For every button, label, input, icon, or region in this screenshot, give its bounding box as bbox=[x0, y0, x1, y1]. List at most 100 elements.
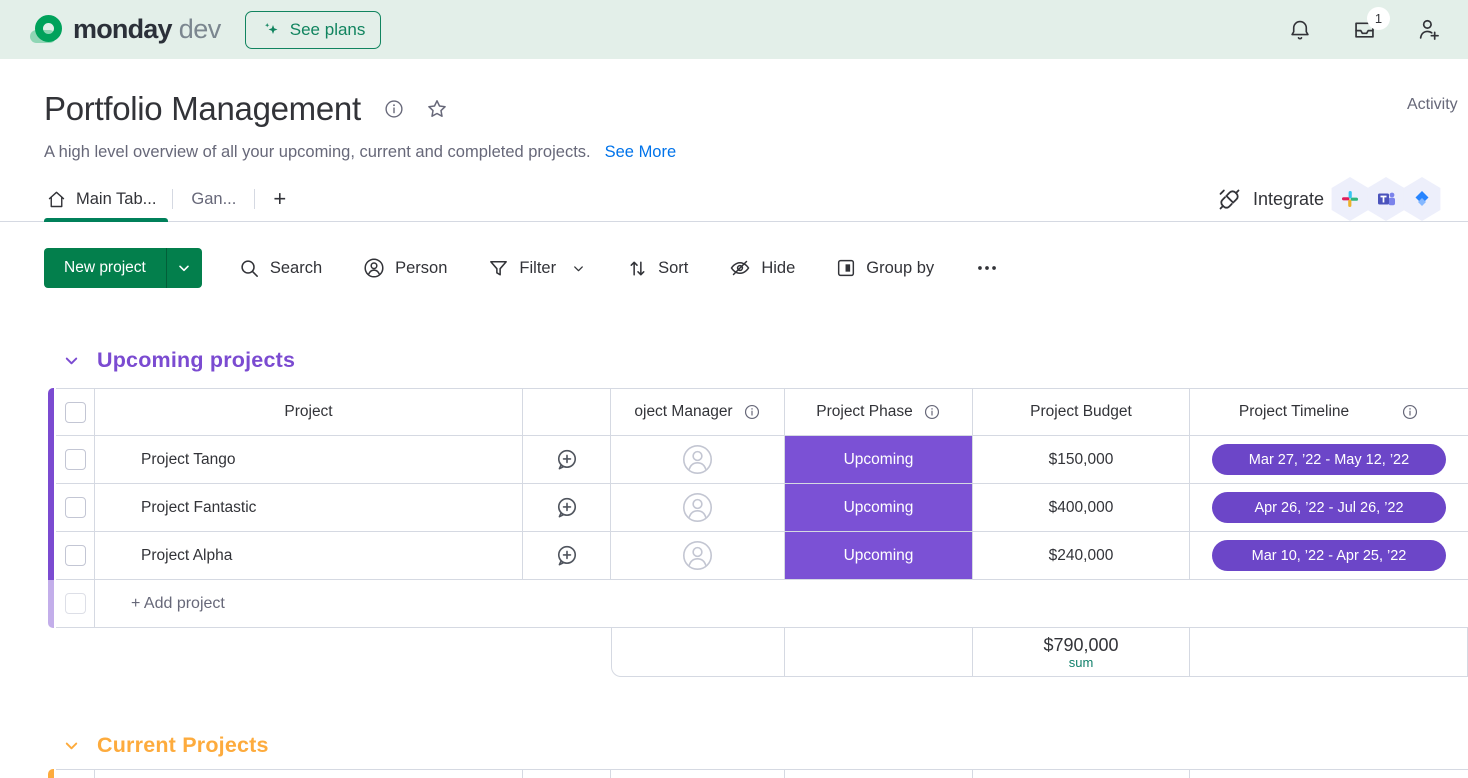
tab-main-table[interactable]: Main Tab... bbox=[44, 177, 172, 222]
timeline-pill[interactable]: Apr 26, ’22 - Jul 26, ’22 bbox=[1212, 492, 1446, 523]
empty-avatar-icon bbox=[680, 442, 715, 477]
column-info-icon[interactable] bbox=[923, 403, 941, 421]
notifications-bell-icon[interactable] bbox=[1286, 16, 1314, 44]
table-row: Project Tango Upcoming $150,000 Mar 27, … bbox=[56, 436, 1468, 484]
board-description-row: A high level overview of all your upcomi… bbox=[44, 143, 1468, 162]
row-checkbox bbox=[64, 593, 86, 614]
empty-avatar-icon bbox=[680, 490, 715, 525]
hide-button[interactable]: Hide bbox=[728, 256, 795, 280]
budget-cell[interactable]: $240,000 bbox=[973, 532, 1190, 579]
inbox-count-badge: 1 bbox=[1367, 6, 1390, 30]
column-header-project[interactable]: Project bbox=[284, 403, 333, 420]
home-icon bbox=[46, 189, 67, 210]
filter-caret-icon[interactable] bbox=[571, 261, 586, 276]
tab-label: Gan... bbox=[191, 189, 237, 208]
more-options-button[interactable] bbox=[974, 255, 1000, 281]
board-header: Portfolio Management Activity bbox=[44, 88, 1468, 130]
column-header-phase[interactable]: Project Phase bbox=[785, 389, 973, 435]
sparkle-icon bbox=[261, 20, 281, 40]
invite-members-icon[interactable] bbox=[1414, 16, 1442, 44]
see-plans-button[interactable]: See plans bbox=[244, 10, 382, 49]
conversation-plus-icon bbox=[554, 543, 580, 569]
person-icon bbox=[362, 256, 386, 280]
activity-button[interactable]: Activity bbox=[1407, 96, 1458, 113]
budget-sum-label: sum bbox=[1068, 654, 1094, 670]
budget-sum-value: $790,000 bbox=[1043, 634, 1119, 655]
project-name-cell[interactable]: Project Alpha bbox=[95, 532, 523, 579]
group-title[interactable]: Current Projects bbox=[97, 732, 269, 757]
group-title[interactable]: Upcoming projects bbox=[97, 347, 296, 372]
tab-gantt[interactable]: Gan... bbox=[173, 177, 254, 222]
search-icon bbox=[238, 257, 261, 280]
project-name-cell[interactable]: Project Tango bbox=[95, 436, 523, 483]
phase-status-cell[interactable]: Upcoming bbox=[785, 484, 973, 531]
project-name-cell[interactable]: Project Fantastic bbox=[95, 484, 523, 531]
column-header-budget[interactable]: Project Budget bbox=[973, 389, 1190, 435]
add-project-row: + Add project bbox=[56, 580, 1468, 628]
phase-status-cell[interactable]: Upcoming bbox=[785, 532, 973, 579]
summary-timeline-cell bbox=[1190, 628, 1467, 676]
jira-icon[interactable] bbox=[1403, 177, 1441, 221]
column-header-manager[interactable]: oject Manager bbox=[611, 389, 785, 435]
new-project-label: New project bbox=[64, 259, 146, 276]
favorite-star-icon[interactable] bbox=[425, 97, 449, 121]
see-more-link[interactable]: See More bbox=[604, 143, 677, 161]
page-title: Portfolio Management bbox=[44, 90, 361, 127]
summary-budget-cell[interactable]: $790,000 sum bbox=[973, 628, 1190, 676]
select-all-checkbox[interactable] bbox=[64, 401, 86, 423]
see-plans-label: See plans bbox=[289, 19, 366, 39]
new-project-caret-icon[interactable] bbox=[167, 248, 202, 288]
topbar: monday dev See plans bbox=[0, 0, 1468, 59]
row-checkbox[interactable] bbox=[64, 545, 86, 566]
timeline-pill[interactable]: Mar 27, ’22 - May 12, ’22 bbox=[1212, 444, 1446, 475]
add-conversation-cell[interactable] bbox=[523, 484, 611, 531]
brand-name: monday bbox=[73, 14, 173, 44]
search-button[interactable]: Search bbox=[238, 257, 322, 280]
topbar-icons: 1 bbox=[1286, 6, 1442, 44]
add-conversation-cell[interactable] bbox=[523, 532, 611, 579]
project-manager-cell[interactable] bbox=[611, 436, 785, 483]
project-manager-cell[interactable] bbox=[611, 484, 785, 531]
person-filter-button[interactable]: Person bbox=[362, 256, 447, 280]
monday-logo-icon[interactable] bbox=[30, 14, 64, 46]
empty-avatar-icon bbox=[680, 538, 715, 573]
group-by-button[interactable]: Group by bbox=[835, 257, 934, 279]
budget-cell[interactable]: $150,000 bbox=[973, 436, 1190, 483]
tab-label: Main Tab... bbox=[76, 189, 157, 208]
column-header-conversation bbox=[523, 389, 611, 435]
summary-phase-cell bbox=[785, 628, 973, 676]
timeline-cell: Mar 10, ’22 - Apr 25, ’22 bbox=[1190, 532, 1468, 579]
sort-button[interactable]: Sort bbox=[626, 257, 688, 280]
collapse-group-chevron-icon[interactable] bbox=[62, 736, 81, 755]
board-info-icon[interactable] bbox=[383, 98, 405, 120]
current-projects-table bbox=[48, 769, 1468, 778]
collapse-group-chevron-icon[interactable] bbox=[62, 351, 81, 370]
ellipsis-icon bbox=[974, 255, 1000, 281]
timeline-pill[interactable]: Mar 10, ’22 - Apr 25, ’22 bbox=[1212, 540, 1446, 571]
slack-icon[interactable] bbox=[1331, 177, 1369, 221]
group-summary-row: $790,000 sum bbox=[611, 628, 1468, 677]
conversation-plus-icon bbox=[554, 495, 580, 521]
row-checkbox[interactable] bbox=[64, 497, 86, 518]
integrate-button[interactable]: Integrate bbox=[1252, 188, 1324, 209]
filter-button[interactable]: Filter bbox=[487, 257, 586, 280]
project-manager-cell[interactable] bbox=[611, 532, 785, 579]
add-project-button[interactable]: + Add project bbox=[131, 594, 225, 612]
sort-arrows-icon bbox=[626, 257, 649, 280]
column-info-icon[interactable] bbox=[743, 403, 761, 421]
column-info-icon[interactable] bbox=[1401, 403, 1419, 421]
integrations-plug-icon[interactable] bbox=[1216, 186, 1243, 213]
inbox-icon[interactable]: 1 bbox=[1350, 6, 1390, 44]
new-project-button[interactable]: New project bbox=[44, 248, 202, 288]
add-conversation-cell[interactable] bbox=[523, 436, 611, 483]
group-by-icon bbox=[835, 257, 857, 279]
microsoft-teams-icon[interactable] bbox=[1367, 177, 1405, 221]
row-checkbox[interactable] bbox=[64, 449, 86, 470]
group-color-bar bbox=[48, 388, 54, 580]
column-header-timeline[interactable]: Project Timeline bbox=[1190, 389, 1468, 435]
budget-cell[interactable]: $400,000 bbox=[973, 484, 1190, 531]
table-row: Project Fantastic Upcoming $400,000 Apr … bbox=[56, 484, 1468, 532]
add-view-button[interactable]: + bbox=[273, 186, 287, 211]
phase-status-cell[interactable]: Upcoming bbox=[785, 436, 973, 483]
